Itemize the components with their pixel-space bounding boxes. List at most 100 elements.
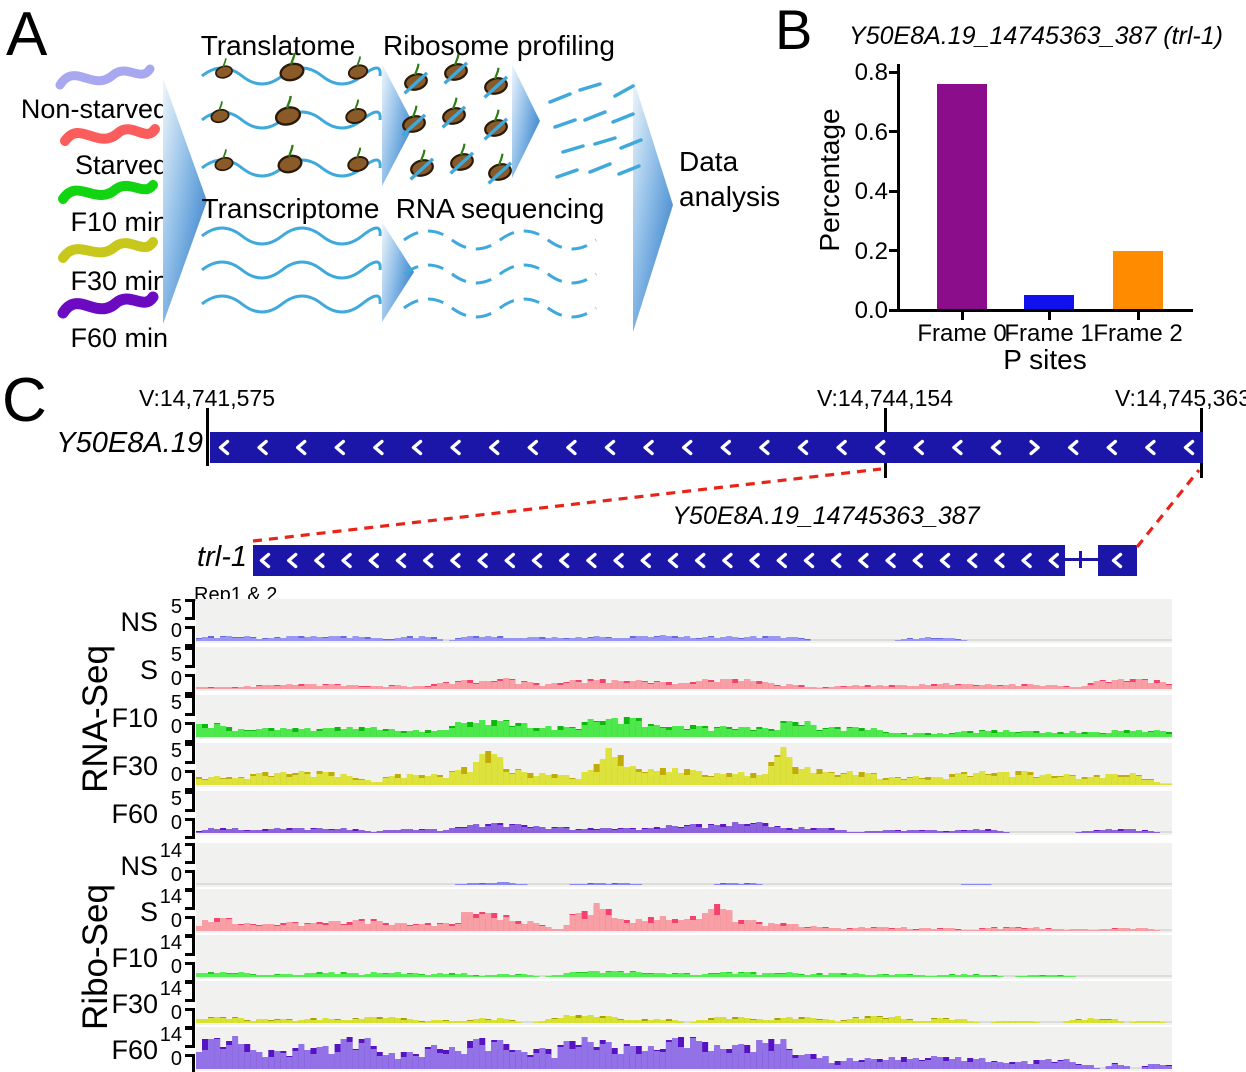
track-ribo-seq-f10 xyxy=(196,935,1172,979)
y-tick-label: 0.2 xyxy=(854,237,888,265)
transcriptome-label: Transcriptome xyxy=(201,193,380,224)
sample-label: Non-starved xyxy=(20,94,168,124)
rna-fragment xyxy=(583,110,607,122)
track-label-f60: F60 xyxy=(111,1035,158,1065)
y-tick-label: 0.6 xyxy=(854,118,888,146)
ribosome-icon xyxy=(214,149,234,172)
scale-top-label: 5 xyxy=(170,596,182,618)
track-ribo-seq-ns xyxy=(196,843,1172,887)
coverage-signal xyxy=(455,882,992,885)
bar-chart-title: Y50E8A.19_14745363_387 (trl-1) xyxy=(849,22,1223,50)
scale-bracket xyxy=(185,889,195,910)
transcript-exon2 xyxy=(1098,545,1137,576)
rna-fragment xyxy=(553,118,577,129)
scale-top-label: 5 xyxy=(170,692,182,714)
coverage-signal xyxy=(196,1015,1167,1023)
ribosome-icon xyxy=(274,95,302,126)
scale-bracket xyxy=(185,1027,195,1048)
scale-bracket xyxy=(185,695,195,716)
y-tick-label: 0.0 xyxy=(854,297,888,324)
coverage-signal xyxy=(196,678,1173,689)
ribosome-icon xyxy=(277,144,303,174)
mrna-wave xyxy=(201,294,382,314)
rna-fragment xyxy=(617,164,641,176)
coordinate-tick-left xyxy=(206,408,209,466)
track-label-f30: F30 xyxy=(111,751,158,781)
x-category-label: Frame 0 xyxy=(917,320,1007,347)
ribosome-icon xyxy=(210,101,230,124)
scale-bracket xyxy=(185,916,195,937)
scale-bottom-label: 0 xyxy=(170,620,182,642)
coverage-signal xyxy=(196,822,1160,833)
rna-fragment xyxy=(613,84,635,98)
scale-top-label: 14 xyxy=(159,1024,182,1046)
ribosome-icon xyxy=(279,52,305,82)
rna-read-wave xyxy=(403,263,597,285)
scale-bracket xyxy=(185,935,195,956)
track-ribo-seq-s xyxy=(196,889,1172,933)
scale-bracket xyxy=(185,599,195,620)
transcript-name-label: trl-1 xyxy=(197,541,247,573)
isoform-label: Y50E8A.19_14745363_387 xyxy=(672,502,980,530)
x-axis-line xyxy=(897,309,1193,312)
track-label-s: S xyxy=(139,655,158,685)
y-tick-label: 0.4 xyxy=(854,178,888,205)
worm-icon-f30 xyxy=(58,237,158,263)
x-category-label: Frame 1 xyxy=(1004,320,1094,347)
rna-fragment xyxy=(561,144,585,154)
coverage-signal xyxy=(196,635,968,641)
x-tick-mark xyxy=(960,312,964,320)
rna-fragment xyxy=(611,112,635,124)
scale-bracket xyxy=(185,981,195,1002)
track-label-s: S xyxy=(139,897,158,927)
rna-fragment xyxy=(548,92,572,104)
mrna-wave xyxy=(201,226,382,246)
scale-top-label: 5 xyxy=(170,788,182,810)
worm-icon-non-starved xyxy=(55,64,155,90)
ribosome-icon xyxy=(215,58,233,79)
scale-bracket xyxy=(185,770,195,791)
ribosome-icon xyxy=(347,147,369,172)
scale-top-label: 14 xyxy=(159,840,182,862)
y-axis-line xyxy=(897,64,900,312)
x-axis-title: P sites xyxy=(1003,344,1087,375)
scale-bracket xyxy=(185,870,195,891)
coordinate-label-left: V:14,741,575 xyxy=(139,385,275,411)
mrna-wave xyxy=(201,260,382,280)
track-rna-seq-f30 xyxy=(196,743,1173,787)
scale-bottom-label: 0 xyxy=(170,864,182,886)
rna-fragment xyxy=(555,168,579,179)
scale-top-label: 14 xyxy=(159,886,182,908)
rna-fragment xyxy=(578,82,602,92)
bar-frame-0 xyxy=(937,84,987,309)
y-tick-label: 0.8 xyxy=(854,59,888,86)
data-analysis-label: Data analysis xyxy=(679,146,781,212)
worm-icon-f60 xyxy=(57,291,159,319)
coverage-signal xyxy=(196,971,1076,977)
y-tick-mark xyxy=(889,308,900,312)
rna-read-wave xyxy=(403,297,597,319)
zoom-connector-line xyxy=(1135,468,1201,549)
gene-name-label: Y50E8A.19 xyxy=(56,427,203,459)
scale-bottom-label: 0 xyxy=(170,1048,182,1070)
y-tick-mark xyxy=(889,130,900,133)
panel-a-label: A xyxy=(6,0,48,69)
bar-frame-1 xyxy=(1024,295,1074,309)
scale-bracket xyxy=(185,791,195,812)
scale-bottom-label: 0 xyxy=(170,956,182,978)
ribosome-icon xyxy=(409,149,435,181)
coordinate-label-mid: V:14,744,154 xyxy=(817,385,953,411)
scale-bracket xyxy=(185,674,195,695)
panel-c-label: C xyxy=(2,366,47,435)
scale-top-label: 14 xyxy=(159,932,182,954)
ribosome-icon xyxy=(345,99,367,124)
rna-fragment xyxy=(588,162,612,174)
track-rna-seq-f10 xyxy=(196,695,1173,739)
scale-top-label: 5 xyxy=(170,740,182,762)
scale-bracket xyxy=(185,962,195,983)
scale-bracket xyxy=(185,843,195,864)
track-baseline xyxy=(196,883,1172,885)
rna-fragment xyxy=(619,138,643,150)
track-ribo-seq-f30 xyxy=(196,981,1172,1025)
